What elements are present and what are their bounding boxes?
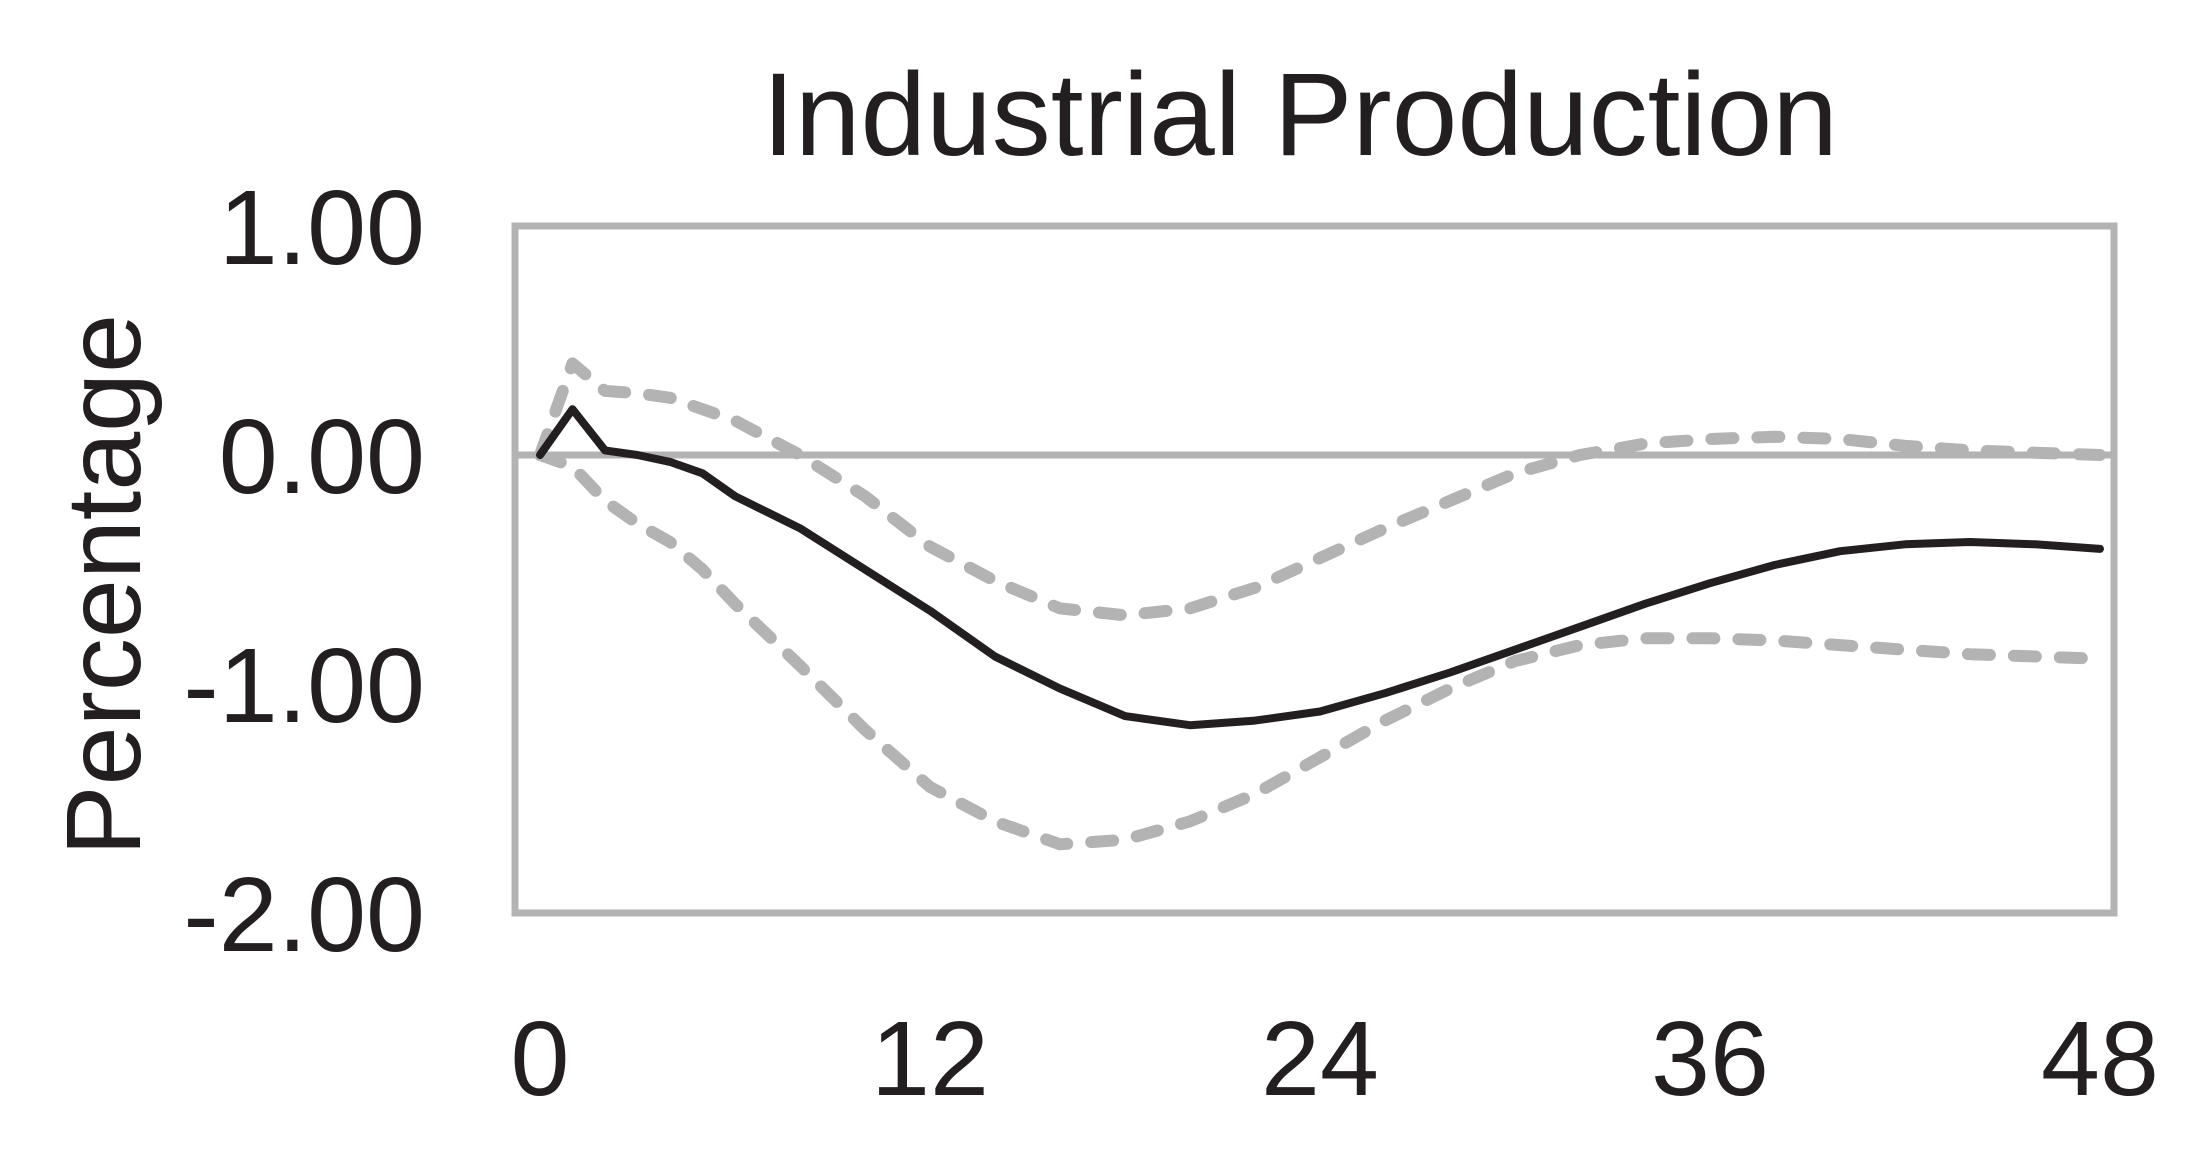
plot-area xyxy=(515,357,2114,851)
x-tick-label: 36 xyxy=(1651,1000,1769,1118)
y-tick-label: -1.00 xyxy=(183,627,425,745)
series-line-estimate xyxy=(536,405,2104,730)
y-tick-label: -2.00 xyxy=(183,856,425,974)
x-tick-label: 12 xyxy=(871,1000,989,1118)
plot-frame xyxy=(511,222,2118,917)
y-tick-label: 0.00 xyxy=(219,398,425,516)
y-tick-label: 1.00 xyxy=(219,169,425,287)
series-line-band xyxy=(534,357,2106,622)
x-tick-label: 24 xyxy=(1261,1000,1379,1118)
chart-title: Industrial Production xyxy=(762,49,1838,181)
x-tick-label: 0 xyxy=(511,1000,570,1118)
y-axis-label: Percentage xyxy=(45,314,163,856)
x-tick-label: 48 xyxy=(2041,1000,2159,1118)
series-line-band xyxy=(534,449,2106,851)
